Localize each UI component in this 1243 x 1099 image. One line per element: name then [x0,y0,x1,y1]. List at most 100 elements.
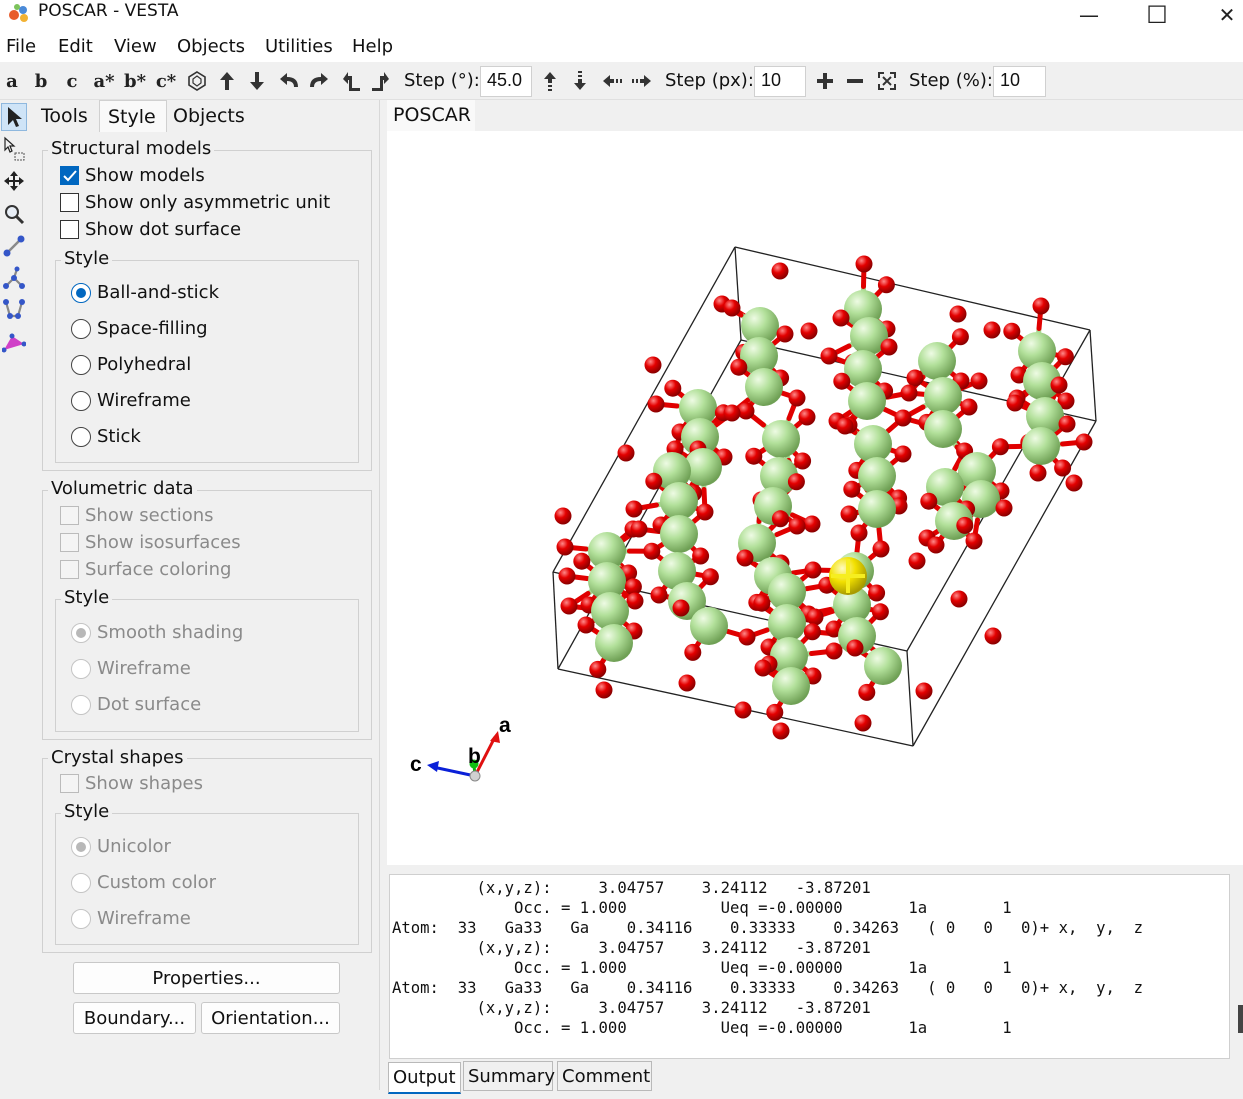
o-atom[interactable] [803,515,821,533]
o-atom[interactable] [625,500,643,518]
o-atom[interactable] [825,642,843,660]
show-shapes-checkbox[interactable]: Show shapes [60,773,203,794]
o-atom[interactable] [965,532,983,550]
o-atom[interactable] [771,510,789,528]
o-atom[interactable] [664,379,682,397]
crystal-custom-color-radio[interactable]: Custom color [71,872,216,893]
o-atom[interactable] [558,567,576,585]
o-atom[interactable] [692,547,710,565]
o-atom[interactable] [647,395,665,413]
menu-file[interactable]: File [6,36,37,57]
o-atom[interactable] [745,447,763,465]
ga-atom[interactable] [850,317,888,355]
o-atom[interactable] [696,503,714,521]
ga-atom[interactable] [958,452,996,490]
plane-tool-icon[interactable] [1,329,27,357]
o-atom[interactable] [832,309,850,327]
o-atom[interactable] [772,722,790,740]
o-atom[interactable] [617,444,635,462]
o-atom[interactable] [1054,459,1072,477]
rotate-right-icon[interactable] [307,69,331,93]
o-atom[interactable] [843,480,861,498]
ga-atom[interactable] [760,457,798,495]
o-atom[interactable] [995,499,1013,517]
style-wireframe-radio[interactable]: Wireframe [71,390,191,411]
surface-coloring-checkbox[interactable]: Surface coloring [60,559,231,580]
ga-atom[interactable] [854,425,892,463]
o-atom[interactable] [833,372,851,390]
ga-atom[interactable] [679,389,717,427]
style-polyhedral-radio[interactable]: Polyhedral [71,354,191,375]
o-atom[interactable] [644,356,662,374]
o-atom[interactable] [854,714,872,732]
o-atom[interactable] [951,328,969,346]
ga-atom[interactable] [833,586,871,624]
o-atom[interactable] [949,305,967,323]
o-atom[interactable] [754,659,772,677]
boundary-button[interactable]: Boundary... [73,1002,196,1034]
o-atom[interactable] [595,681,613,699]
o-atom[interactable] [1057,392,1075,410]
crystal-structure-canvas[interactable]: c b a [387,131,1243,865]
o-atom[interactable] [984,627,1002,645]
show-isosurfaces-checkbox[interactable]: Show isosurfaces [60,532,241,553]
vol-smooth-shading-radio[interactable]: Smooth shading [71,622,243,643]
maximize-button[interactable]: ☐ [1134,0,1180,30]
o-atom[interactable] [846,639,864,657]
show-sections-checkbox[interactable]: Show sections [60,505,214,526]
menu-view[interactable]: View [114,36,157,57]
step-deg-input[interactable]: 45.0 [480,66,532,97]
ga-atom[interactable] [690,607,728,645]
o-atom[interactable] [858,683,876,701]
o-atom[interactable] [1065,474,1083,492]
view-along-c-star-button[interactable]: c* [154,68,178,94]
o-atom[interactable] [900,384,918,402]
properties-button[interactable]: Properties... [73,962,340,994]
output-scrollbar[interactable] [1238,1005,1243,1033]
o-atom[interactable] [855,255,873,273]
ga-atom[interactable] [745,368,783,406]
translate-down-icon[interactable] [568,69,592,93]
o-atom[interactable] [794,452,812,470]
o-atom[interactable] [806,608,824,626]
rotate-down-icon[interactable] [245,69,269,93]
menu-objects[interactable]: Objects [177,36,246,57]
o-atom[interactable] [983,321,1001,339]
o-atom[interactable] [868,584,886,602]
menu-help[interactable]: Help [352,36,394,57]
o-atom[interactable] [991,438,1009,456]
o-atom[interactable] [915,682,933,700]
o-atom[interactable] [736,549,754,567]
crystal-wireframe-radio[interactable]: Wireframe [71,908,191,929]
o-atom[interactable] [877,276,895,294]
ga-atom[interactable] [864,647,902,685]
ga-atom[interactable] [772,667,810,705]
translate-up-icon[interactable] [538,69,562,93]
o-atom[interactable] [840,505,858,523]
o-atom[interactable] [950,590,968,608]
o-atom[interactable] [643,542,661,560]
o-atom[interactable] [723,404,741,422]
ga-atom[interactable] [858,457,896,495]
angle-tool-icon[interactable] [1,264,27,292]
o-atom[interactable] [577,616,595,634]
o-atom[interactable] [723,299,741,317]
style-stick-radio[interactable]: Stick [71,426,141,447]
view-along-c-button[interactable]: c [63,68,81,94]
o-atom[interactable] [776,325,794,343]
zoom-in-icon[interactable] [813,69,837,93]
o-atom[interactable] [970,372,988,390]
o-atom[interactable] [960,398,978,416]
standard-orientation-icon[interactable] [185,69,209,93]
o-atom[interactable] [737,402,755,420]
ga-atom[interactable] [844,350,882,388]
ga-atom[interactable] [924,410,962,448]
ga-atom[interactable] [660,515,698,553]
view-along-b-button[interactable]: b [32,68,50,94]
style-ball-and-stick-radio[interactable]: Ball-and-stick [71,282,219,303]
o-atom[interactable] [730,358,748,376]
o-atom[interactable] [1056,348,1074,366]
dihedral-tool-icon[interactable] [1,296,27,324]
ga-atom[interactable] [770,637,808,675]
show-dot-surface-checkbox[interactable]: Show dot surface [60,219,241,240]
